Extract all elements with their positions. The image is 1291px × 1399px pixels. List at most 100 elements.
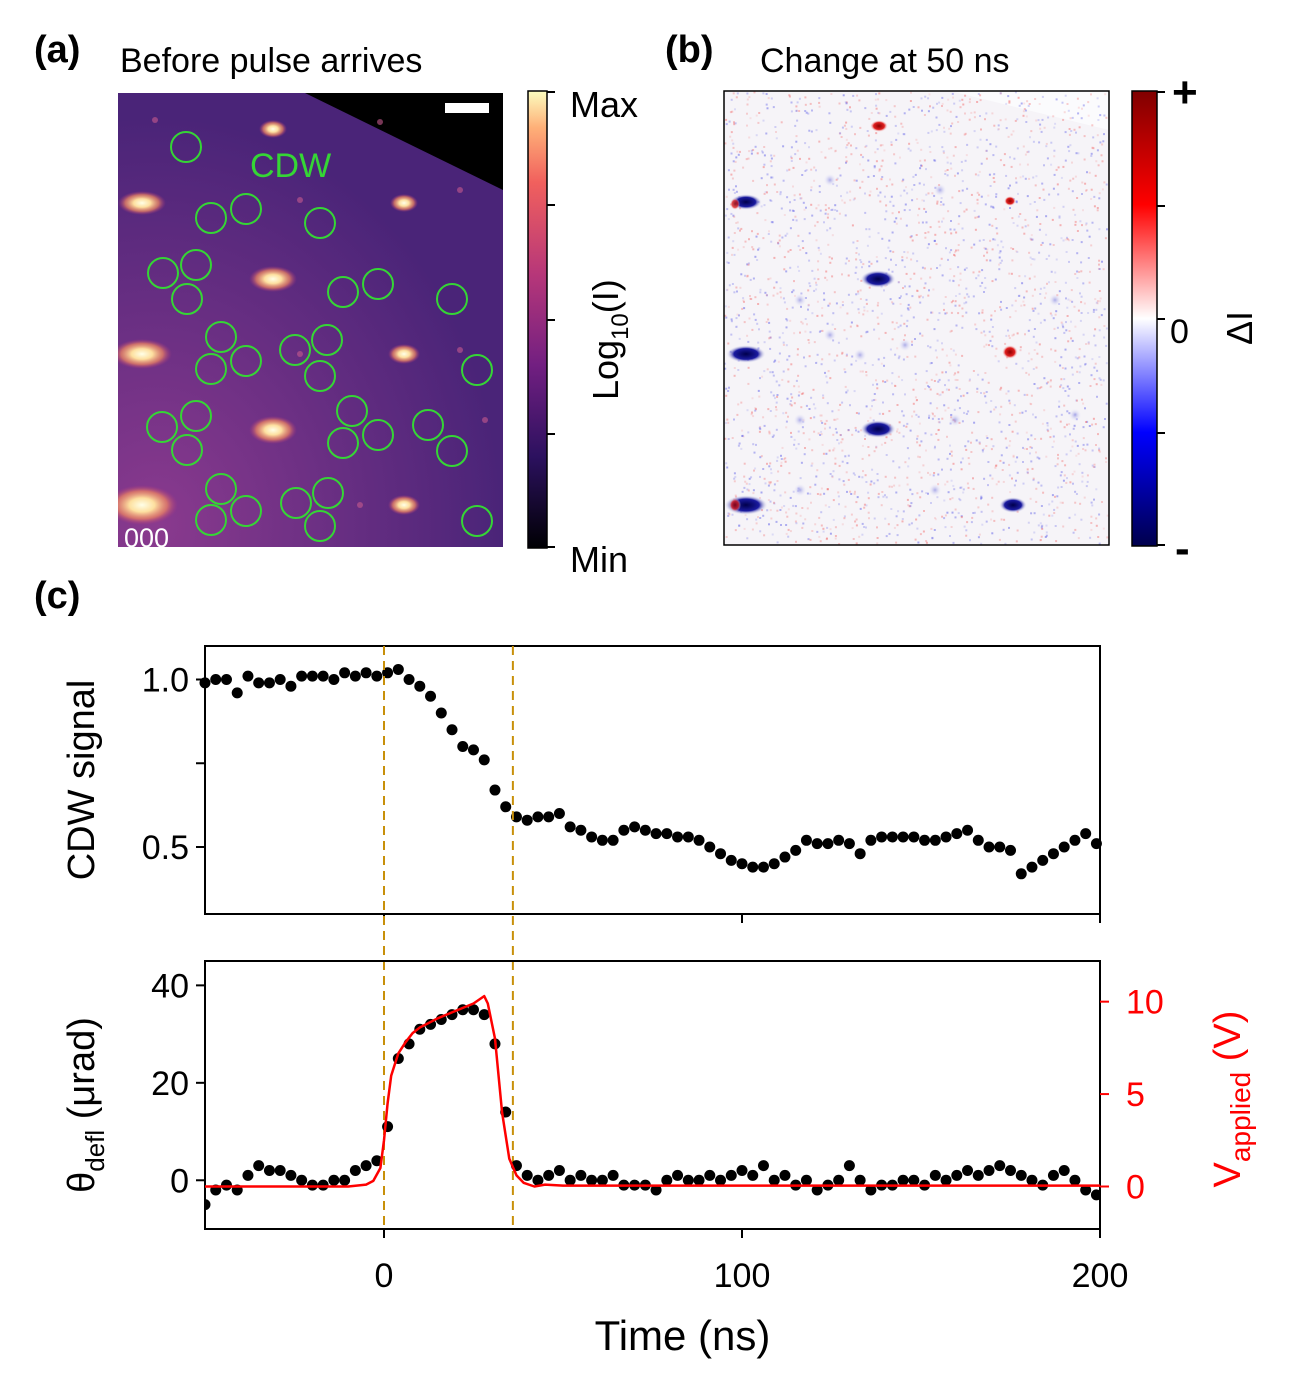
data-point [682,1174,694,1186]
data-point [478,1009,490,1021]
data-point [757,1160,769,1172]
data-point [843,1160,855,1172]
data-point [210,674,222,685]
cdw-circle [461,505,493,537]
cdw-circle [304,510,336,542]
data-point [994,841,1006,853]
cdw-circle [280,487,312,519]
data-point [263,1165,275,1177]
cdw-circle [171,434,203,466]
cdw-circle [304,207,336,239]
cdw-circle [327,276,359,308]
data-point [339,667,351,679]
data-point [1047,848,1059,860]
data-point [972,834,984,846]
data-point [811,1184,823,1196]
data-point [468,744,479,756]
cdw-circle [436,283,468,315]
data-point [865,1184,877,1196]
panel-c-label: (c) [34,575,80,617]
data-point [274,674,286,685]
cdw-circle [230,345,262,377]
y-tick-label: 0.5 [142,829,189,867]
data-point [682,831,694,843]
data-point [929,834,941,846]
colorbar-a-ticks [547,91,555,548]
data-point [220,674,232,685]
difference-image [724,91,1109,545]
data-point [833,1174,845,1186]
data-point [672,1169,684,1181]
data-point [317,1179,329,1191]
y2-axis-label: Vapplied (V) [1207,1011,1256,1188]
data-point [693,1174,705,1186]
diffraction-image [118,93,503,547]
data-point [553,1165,565,1177]
data-point [919,834,931,846]
data-point [779,851,791,863]
cdw-signal-plot: 0.5 1.0 CDW signal [61,645,1102,1229]
plot-frame [204,645,1101,915]
data-point [296,1174,308,1186]
data-point [306,1179,318,1191]
data-point [371,1155,383,1167]
cdw-circle [461,354,493,386]
y2-tick-label: 0 [1126,1168,1145,1206]
data-point [242,670,254,682]
colorbar-b [1131,90,1158,547]
colorbar-b-minus: - [1175,524,1190,573]
panel-b-title: Change at 50 ns [760,42,1010,80]
data-point [349,670,361,682]
data-point [231,687,243,699]
data-point [521,1169,533,1181]
data-point [296,670,308,682]
data-point [328,674,340,685]
data-point [253,1160,265,1172]
intensity-gain-spots [729,120,1018,512]
data-point [285,1169,297,1181]
cdw-circle [230,193,262,225]
data-point [328,1174,340,1186]
data-point [994,1160,1006,1172]
data-point [876,831,888,843]
data-point [532,811,544,823]
cdw-circle [311,324,343,356]
data-point [392,663,404,675]
x-tick-label: 100 [714,1257,771,1295]
data-point [886,831,898,843]
data-point [715,848,727,860]
cdw-circle [336,395,368,427]
data-point [951,828,963,840]
cdw-circle [195,504,227,536]
data-point [768,858,780,870]
panel-b-label: (b) [665,29,714,71]
x-tick-label: 0 [375,1257,394,1295]
data-point [306,670,318,682]
data-point [983,1165,995,1177]
cdw-circle [312,477,344,509]
y2-tick-label: 5 [1126,1076,1145,1114]
cdw-circle [147,257,179,289]
data-point [586,831,598,843]
colorbar-a-min: Min [570,539,628,580]
bragg-peaks [118,120,420,525]
data-point [553,808,565,819]
data-point [274,1165,286,1177]
data-point [1090,838,1102,850]
data-point [425,690,437,702]
data-point [1037,854,1049,866]
y-tick-label: 20 [151,1065,189,1103]
data-point [661,1174,673,1186]
data-point [1069,834,1081,846]
x-tick-label: 200 [1072,1257,1129,1295]
data-point [618,824,630,836]
data-point [779,1169,791,1181]
data-point [285,680,297,692]
data-point [532,1174,544,1186]
data-point [715,1174,727,1186]
panel-a-label: (a) [34,29,80,71]
data-point [672,831,684,843]
data-point [725,1169,737,1181]
data-point [962,824,974,836]
y-axis-label: CDW signal [61,680,103,881]
